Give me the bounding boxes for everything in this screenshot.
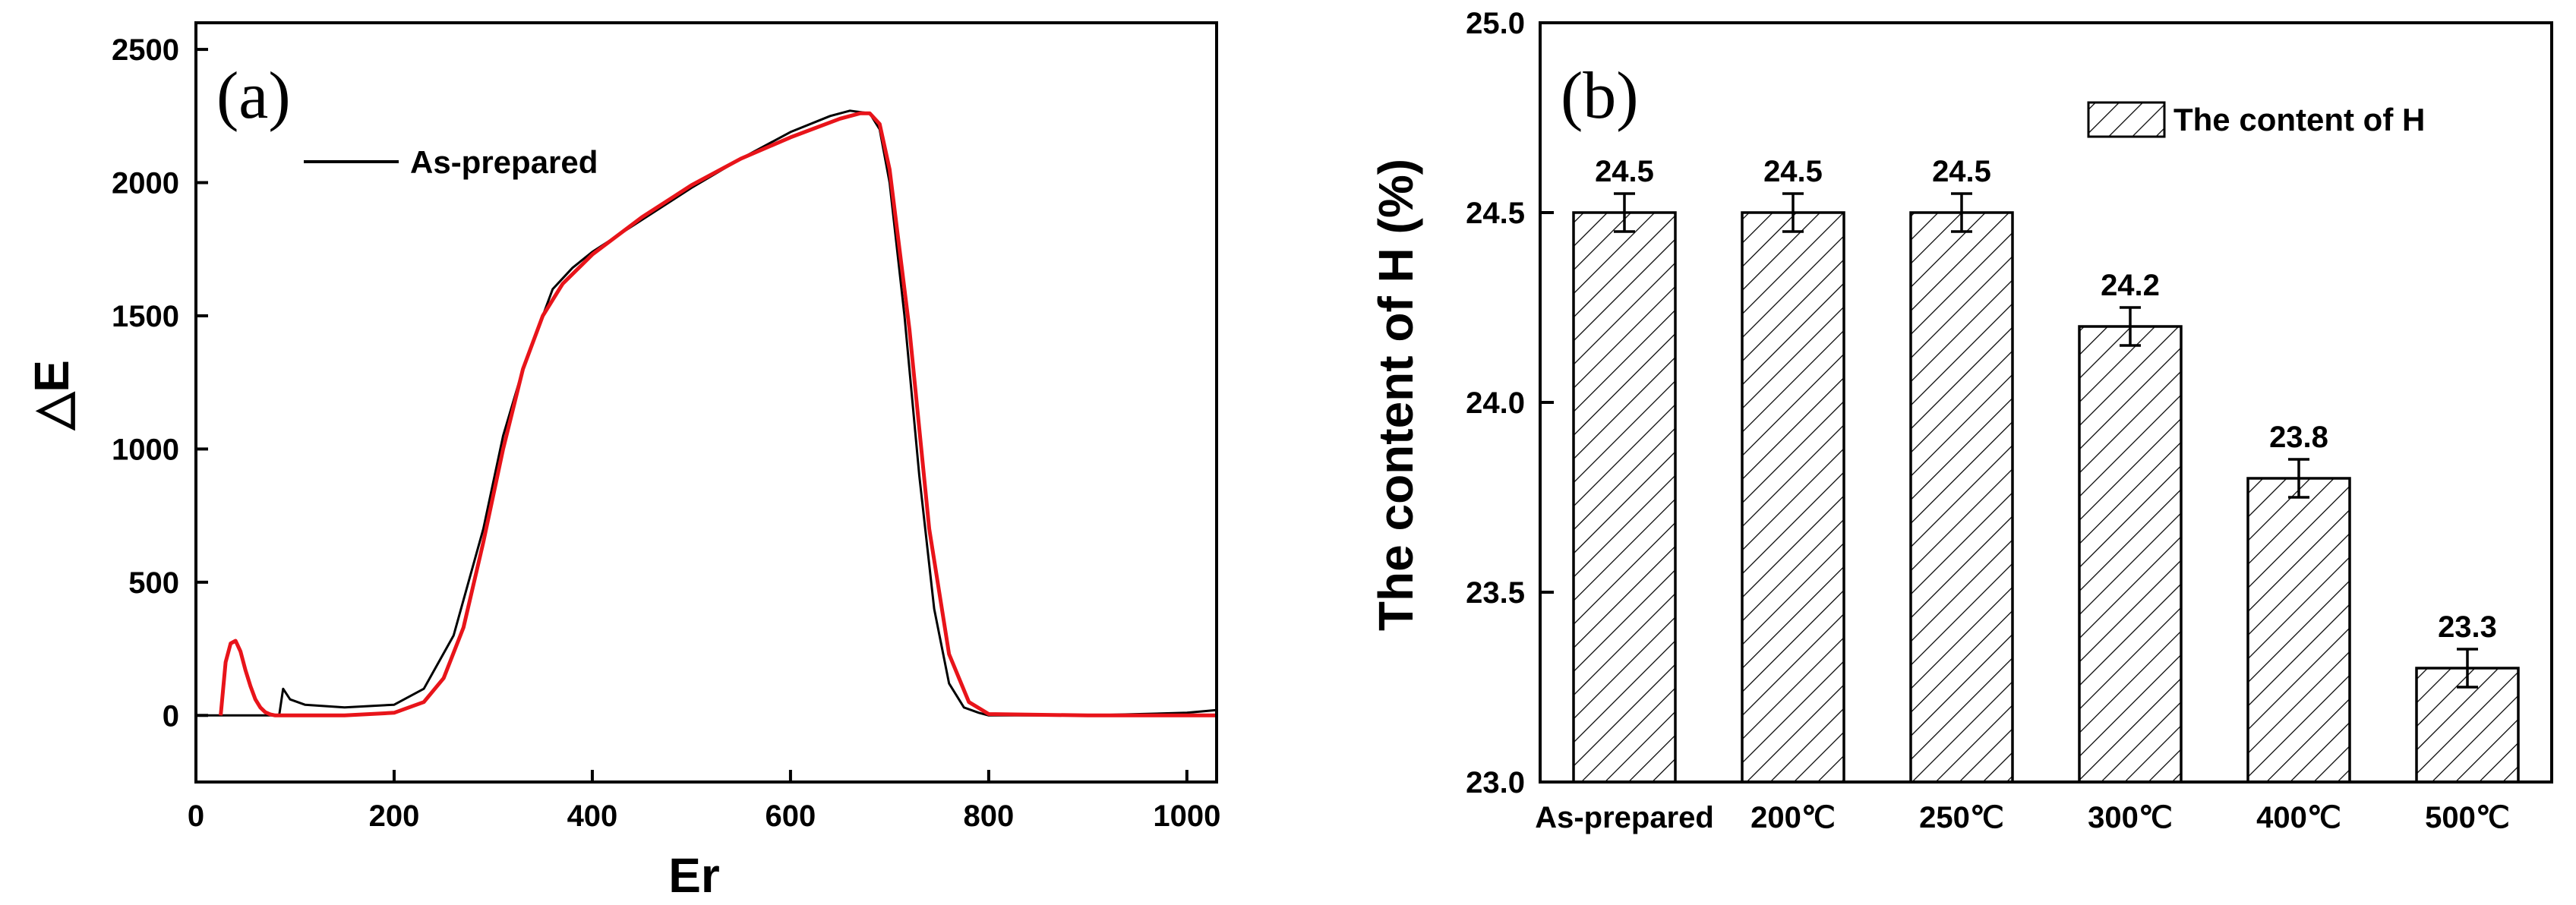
chart-b-data-label: 24.5 [1763, 155, 1823, 188]
chart-a-panel-label: (a) [216, 59, 291, 133]
chart-b-category-label: 500℃ [2425, 801, 2510, 834]
chart-a-y-tick-label: 500 [128, 566, 179, 600]
chart-b-y-tick-label: 23.0 [1466, 766, 1525, 799]
chart-a-x-tick-label: 0 [188, 799, 204, 833]
chart-b-data-label: 23.3 [2438, 610, 2497, 644]
chart-b-category-label: 250℃ [1919, 801, 2004, 834]
chart-b-frame [1539, 21, 2553, 784]
chart-a-legend: As-prepared [304, 144, 598, 180]
chart-b-category-label: 200℃ [1750, 801, 1836, 834]
chart-b-y-axis-title: The content of H (%) [1368, 159, 1423, 631]
chart-a-x-tick-label: 200 [369, 799, 420, 833]
chart-b-legend: The content of H [2087, 101, 2425, 138]
chart-b-legend-swatch [2087, 101, 2166, 138]
chart-a-x-tick-label: 1000 [1153, 799, 1220, 833]
chart-b-bar [1572, 211, 1677, 784]
chart-a-series-as-prepared [196, 109, 1217, 717]
chart-b-data-label: 24.5 [1595, 155, 1654, 188]
chart-b-y-tick-label: 25.0 [1466, 7, 1525, 40]
chart-b-panel-label: (b) [1561, 59, 1639, 133]
chart-b-data-label: 24.2 [2101, 269, 2160, 302]
chart-a-y-tick-label: 0 [163, 699, 179, 733]
chart-a-y-axis-title: △E [24, 360, 79, 431]
chart-b-ticks: 23.0 23.5 24.0 24.5 25.0 As-prepared 200℃ 250℃ 3… [1466, 7, 2510, 834]
chart-a-y-tick-label: 2000 [112, 167, 179, 200]
chart-a-ticks: 0 200 400 600 800 1000 0 500 1000 1500 2000 2500 [112, 33, 1220, 833]
chart-b-category-label: 400℃ [2256, 801, 2341, 834]
chart-b-bar [1741, 211, 1845, 784]
chart-a-x-tick-label: 600 [766, 799, 816, 833]
chart-b-category-label: As-prepared [1535, 801, 1714, 834]
chart-b-legend-label: The content of H [2174, 102, 2425, 137]
chart-b: 24.5 24.5 24.5 24.2 23.8 23.3 23.0 23.5 24.0 24.… [1368, 7, 2553, 834]
chart-a: 0 200 400 600 800 1000 0 500 1000 1500 2000 2500 (a… [24, 21, 1220, 903]
chart-b-y-tick-label: 23.5 [1466, 576, 1525, 610]
chart-a-series [196, 109, 1217, 717]
chart-b-bar [2078, 325, 2183, 784]
chart-a-x-axis-title: Er [668, 848, 720, 903]
chart-b-data-label: 23.8 [2269, 421, 2328, 454]
chart-b-bars: 24.5 24.5 24.5 24.2 23.8 23.3 [1572, 155, 2520, 784]
chart-a-y-tick-label: 2500 [112, 33, 179, 67]
chart-b-data-label: 24.5 [1932, 155, 1991, 188]
chart-b-y-tick-label: 24.0 [1466, 386, 1525, 420]
chart-a-legend-label: As-prepared [410, 144, 598, 180]
chart-a-x-tick-label: 800 [964, 799, 1015, 833]
chart-a-y-tick-label: 1500 [112, 300, 179, 333]
chart-b-bar [2246, 477, 2351, 784]
chart-a-y-tick-label: 1000 [112, 433, 179, 466]
chart-a-frame [194, 21, 1218, 784]
chart-b-category-label: 300℃ [2088, 801, 2173, 834]
chart-b-y-tick-label: 24.5 [1466, 197, 1525, 230]
chart-a-series-fit [219, 111, 1217, 717]
chart-b-bar [1909, 211, 2014, 784]
chart-a-x-tick-label: 400 [567, 799, 618, 833]
